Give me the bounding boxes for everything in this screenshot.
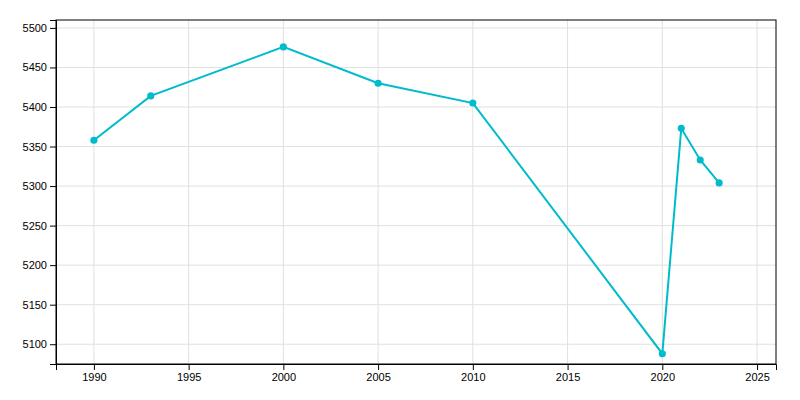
x-axis-tick-label: 2005: [366, 371, 390, 383]
x-axis-tick: 2010: [461, 364, 485, 383]
y-axis-tick: 5500: [23, 22, 56, 34]
y-axis-tick-label: 5250: [23, 220, 47, 232]
marker: [469, 99, 476, 106]
x-axis-tick-label: 2015: [556, 371, 580, 383]
marker: [697, 156, 704, 163]
y-axis-tick-line: [50, 67, 56, 68]
x-axis-tick-label: 1995: [177, 371, 201, 383]
grid: [56, 20, 776, 364]
data-layer: [90, 43, 722, 357]
y-axis-tick-label: 5200: [23, 259, 47, 271]
y-axis-tick-line: [50, 147, 56, 148]
y-axis-tick-line: [50, 305, 56, 306]
grid-line-y: [56, 265, 776, 266]
grid-line-y: [56, 186, 776, 187]
grid-line-y: [56, 344, 776, 345]
y-axis-tick-line: [50, 226, 56, 227]
grid-line-x: [283, 20, 284, 364]
y-axis-tick-line: [50, 344, 56, 345]
x-axis-tick-label: 1990: [82, 371, 106, 383]
chart-container: 1990 1995 2000 2005 2010 2015 2020 2025 5100 5150…: [0, 0, 800, 400]
x-axis-tick: 2000: [272, 364, 296, 383]
x-axis-domain: [57, 365, 777, 371]
x-axis-tick-line: [283, 364, 284, 370]
plot-frame: [56, 20, 776, 364]
x-axis-tick-line: [378, 364, 379, 370]
x-axis-tick: 2025: [745, 364, 769, 383]
chart-svg: 1990 1995 2000 2005 2010 2015 2020 2025 5100 5150…: [0, 0, 800, 400]
y-axis-tick-line: [50, 265, 56, 266]
grid-line-x: [757, 20, 758, 364]
grid-line-x: [662, 20, 663, 364]
y-axis-tick-line: [50, 107, 56, 108]
x-axis-tick-line: [568, 364, 569, 370]
y-axis-tick-label: 5450: [23, 61, 47, 73]
y-axis-tick: 5350: [23, 141, 56, 153]
y-axis-tick-label: 5500: [23, 22, 47, 34]
grid-line-y: [56, 304, 776, 305]
line: [94, 47, 719, 354]
x-axis: 1990 1995 2000 2005 2010 2015 2020 2025: [57, 364, 777, 383]
y-axis-tick: 5200: [23, 259, 56, 271]
x-axis-tick: 2020: [651, 364, 675, 383]
grid-line-x: [472, 20, 473, 364]
marker: [716, 179, 723, 186]
x-axis-tick: 1995: [177, 364, 201, 383]
marker: [375, 80, 382, 87]
y-axis-tick-label: 5150: [23, 299, 47, 311]
grid-line-y: [56, 146, 776, 147]
x-axis-tick-label: 2020: [651, 371, 675, 383]
y-axis-tick-label: 5350: [23, 141, 47, 153]
y-axis-tick-label: 5300: [23, 180, 47, 192]
y-axis-domain: [50, 21, 57, 365]
x-axis-tick-line: [473, 364, 474, 370]
x-axis-tick: 2005: [366, 364, 390, 383]
x-axis-tick-label: 2025: [745, 371, 769, 383]
grid-line-y: [56, 27, 776, 28]
y-axis-tick: 5450: [23, 61, 56, 73]
x-axis-tick-line: [94, 364, 95, 370]
grid-line-x: [378, 20, 379, 364]
x-axis-tick-line: [662, 364, 663, 370]
grid-line-x: [188, 20, 189, 364]
y-axis: 5100 5150 5200 5250 5300 5350 5400 5450 5500: [23, 21, 57, 365]
grid-line-y: [56, 67, 776, 68]
y-axis-tick: 5250: [23, 220, 56, 232]
x-axis-tick-line: [757, 364, 758, 370]
y-axis-tick: 5150: [23, 299, 56, 311]
plot: 1990 1995 2000 2005 2010 2015 2020 2025 5100 5150…: [23, 20, 777, 383]
marker: [659, 350, 666, 357]
grid-line-y: [56, 106, 776, 107]
y-axis-tick-line: [50, 186, 56, 187]
grid-line-y: [56, 225, 776, 226]
y-axis-tick: 5400: [23, 101, 56, 113]
marker: [280, 43, 287, 50]
x-axis-tick-line: [189, 364, 190, 370]
y-axis-tick: 5300: [23, 180, 56, 192]
grid-line-x: [93, 20, 94, 364]
marker: [90, 137, 97, 144]
marker: [678, 125, 685, 132]
x-axis-tick: 2015: [556, 364, 580, 383]
x-axis-tick-label: 2010: [461, 371, 485, 383]
y-axis-tick-line: [50, 28, 56, 29]
grid-line-x: [567, 20, 568, 364]
x-axis-tick: 1990: [82, 364, 106, 383]
y-axis-tick-label: 5400: [23, 101, 47, 113]
y-axis-tick-label: 5100: [23, 338, 47, 350]
marker: [147, 92, 154, 99]
y-axis-tick: 5100: [23, 338, 56, 350]
x-axis-tick-label: 2000: [272, 371, 296, 383]
